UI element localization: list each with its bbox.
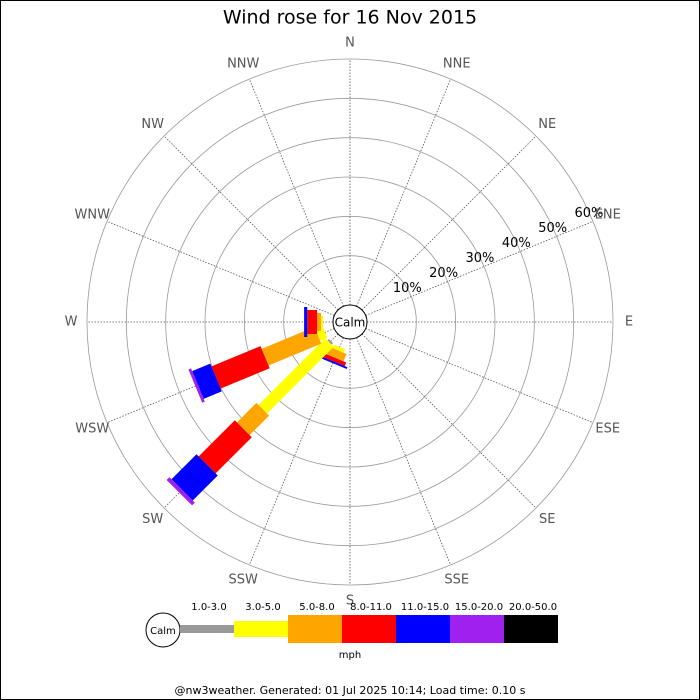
direction-label: ESE bbox=[595, 421, 620, 436]
grid-ring bbox=[86, 58, 614, 586]
direction-label: SSE bbox=[444, 572, 469, 587]
spoke bbox=[248, 78, 344, 307]
spoke bbox=[361, 333, 537, 509]
spoke bbox=[163, 135, 339, 311]
direction-label: NNW bbox=[227, 57, 259, 72]
legend-swatch bbox=[396, 615, 450, 643]
r-tick-label: 10% bbox=[393, 281, 422, 296]
legend-label: 3.0-5.0 bbox=[245, 602, 280, 613]
bar-segment bbox=[332, 344, 346, 353]
grid-ring bbox=[165, 137, 535, 507]
legend-swatch bbox=[180, 625, 234, 633]
bar-segment bbox=[322, 353, 347, 367]
direction-label: NW bbox=[141, 117, 164, 132]
calm-circle bbox=[332, 304, 368, 340]
direction-label: E bbox=[625, 315, 633, 330]
footer: @nw3weather. Generated: 01 Jul 2025 10:1… bbox=[175, 684, 526, 697]
chart-title: Wind rose for 16 Nov 2015 bbox=[223, 7, 477, 29]
direction-label: WNW bbox=[75, 208, 111, 223]
direction-label: SSW bbox=[229, 572, 259, 587]
spoke bbox=[365, 220, 594, 316]
direction-label: SE bbox=[539, 512, 555, 527]
direction-label: N bbox=[345, 36, 355, 51]
r-tick-label: 50% bbox=[538, 221, 567, 236]
bar-segment bbox=[327, 338, 334, 345]
bar-segment bbox=[326, 347, 347, 362]
bar-segment bbox=[304, 307, 308, 337]
bar-segment bbox=[192, 363, 222, 399]
legend-label: 20.0-50.0 bbox=[509, 602, 557, 613]
bar-segment bbox=[171, 454, 218, 501]
legend-swatch bbox=[288, 615, 342, 643]
r-tick-label: 30% bbox=[466, 251, 495, 266]
bar-segment bbox=[188, 368, 205, 403]
calm-label: Calm bbox=[335, 316, 366, 330]
grid-ring bbox=[243, 215, 457, 429]
spoke bbox=[356, 337, 452, 566]
direction-label: WSW bbox=[75, 421, 109, 436]
spoke bbox=[106, 220, 335, 316]
bar-segment bbox=[321, 316, 323, 328]
bar-segment bbox=[211, 346, 270, 389]
r-tick-label: 60% bbox=[575, 206, 604, 221]
grid-ring bbox=[125, 97, 575, 547]
bar-segment bbox=[307, 310, 318, 334]
direction-label: NE bbox=[538, 117, 556, 132]
direction-label: NNE bbox=[443, 57, 471, 72]
direction-label: S bbox=[346, 594, 354, 609]
legend-label: 15.0-20.0 bbox=[455, 602, 503, 613]
unit-label: mph bbox=[339, 650, 361, 661]
spoke bbox=[365, 328, 594, 424]
bar-segment bbox=[198, 420, 252, 474]
r-tick-label: 20% bbox=[429, 266, 458, 281]
legend-label: 11.0-15.0 bbox=[401, 602, 449, 613]
bar-segment bbox=[258, 338, 334, 414]
spoke bbox=[361, 135, 537, 311]
spoke bbox=[248, 337, 344, 566]
direction-label: ENE bbox=[595, 208, 621, 223]
direction-label: SW bbox=[142, 512, 163, 527]
bar-segment bbox=[319, 355, 348, 370]
grid-ring bbox=[204, 176, 496, 468]
legend-label: 5.0-8.0 bbox=[299, 602, 334, 613]
spoke bbox=[356, 78, 452, 307]
direction-label: W bbox=[65, 315, 78, 330]
legend-swatch bbox=[504, 615, 558, 643]
legend-swatch bbox=[342, 615, 396, 643]
bar-segment bbox=[236, 402, 270, 436]
legend-swatch bbox=[234, 621, 288, 637]
legend-swatch bbox=[450, 615, 504, 643]
legend-label: 8.0-11.0 bbox=[350, 602, 392, 613]
bar-segment bbox=[317, 313, 322, 331]
r-tick-label: 40% bbox=[502, 236, 531, 251]
legend-label: 1.0-3.0 bbox=[191, 602, 226, 613]
bar-segment bbox=[166, 477, 195, 506]
legend-calm-label: Calm bbox=[150, 626, 176, 637]
